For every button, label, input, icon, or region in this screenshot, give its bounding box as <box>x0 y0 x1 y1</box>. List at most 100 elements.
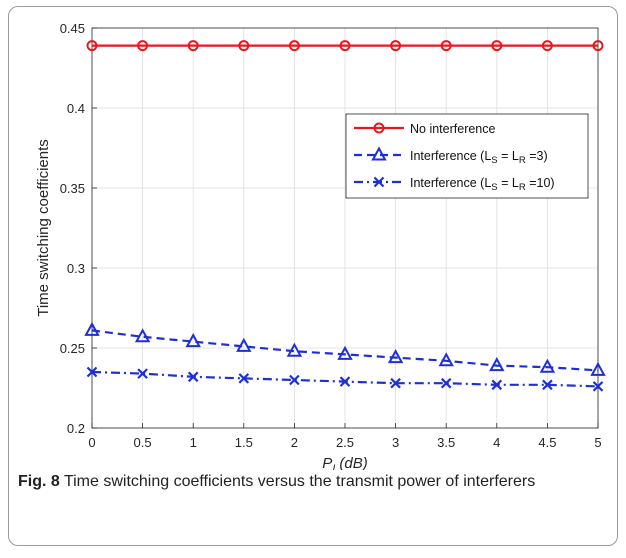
legend-label-subscript: R <box>519 155 526 166</box>
data-point <box>236 337 252 352</box>
x-tick-label: 1.5 <box>235 435 253 450</box>
marker-stroke <box>592 381 604 392</box>
figure-frame <box>8 6 618 546</box>
data-point <box>185 333 201 348</box>
x-tick-label: 4.5 <box>538 435 556 450</box>
data-point <box>489 357 505 372</box>
y-tick-label: 0.25 <box>60 341 85 356</box>
x-tick-label: 3 <box>392 435 399 450</box>
marker-stroke <box>137 368 148 379</box>
series-3 <box>86 366 604 392</box>
data-point <box>137 40 149 52</box>
y-tick-label: 0.4 <box>67 101 85 116</box>
data-point <box>84 321 100 336</box>
legend-label-text: Interference (L <box>410 149 491 163</box>
x-tick-label: 2.5 <box>336 435 354 450</box>
x-tick-label: 0 <box>88 435 95 450</box>
x-axis-label-symbol: P <box>322 455 332 470</box>
y-tick-label: 0.45 <box>60 21 85 36</box>
data-point <box>592 381 604 392</box>
legend-label: Interference (LS = LR =10) <box>410 176 555 193</box>
data-point <box>286 342 303 357</box>
line-chart: 0 0.5 1 1.5 2 2.5 3 3.5 4 4.5 5 0.2 0.25 0.3 0.35 0.4 0.… <box>35 21 606 470</box>
axis-ticks: 0 0.5 1 1.5 2 2.5 3 3.5 4 4.5 5 0.2 0.25 0.3 0.35 0.4 0.… <box>60 21 602 450</box>
legend-marker <box>373 122 385 134</box>
legend-label-subscript: R <box>519 182 526 193</box>
series <box>84 40 606 392</box>
y-tick-label: 0.2 <box>67 421 85 436</box>
data-point <box>438 352 454 367</box>
x-axis-label: PI (dB) <box>322 455 367 470</box>
legend-marker <box>371 146 387 161</box>
legend-label-text: =3) <box>526 149 548 163</box>
x-tick-label: 2 <box>291 435 298 450</box>
series-line <box>91 329 599 372</box>
marker-stroke <box>187 371 199 383</box>
legend-label-subscript: S <box>491 155 497 166</box>
marker-stroke <box>440 377 452 389</box>
x-tick-label: 3.5 <box>437 435 455 450</box>
marker-stroke <box>390 377 401 389</box>
data-point <box>491 379 503 391</box>
legend-label-text: No interference <box>410 122 496 136</box>
data-point <box>339 376 351 387</box>
legend-entry-1: No interference <box>354 122 496 136</box>
legend-entry-3: Interference (LS = LR =10) <box>354 176 555 193</box>
x-tick-label: 5 <box>594 435 601 450</box>
data-point <box>440 40 452 52</box>
data-point <box>541 40 553 52</box>
legend-label-text: = L <box>498 149 519 163</box>
legend-label: No interference <box>410 122 496 136</box>
x-tick-label: 4 <box>493 435 500 450</box>
series-2 <box>84 321 606 376</box>
marker-stroke <box>373 176 385 188</box>
data-point <box>539 358 556 373</box>
legend-label-text: = L <box>498 176 519 190</box>
x-axis-label-unit: (dB) <box>339 455 367 470</box>
y-tick-label: 0.3 <box>67 261 85 276</box>
data-point <box>491 40 503 52</box>
data-point <box>590 361 606 376</box>
data-point <box>288 40 300 52</box>
marker-stroke <box>491 379 503 391</box>
x-tick-label: 1 <box>190 435 197 450</box>
x-tick-label: 0.5 <box>134 435 152 450</box>
data-point <box>86 40 98 52</box>
marker-stroke <box>238 373 250 384</box>
marker-stroke <box>86 366 98 378</box>
x-axis-label-subscript: I <box>332 463 335 470</box>
data-point <box>440 377 452 389</box>
marker-stroke <box>542 379 553 391</box>
legend-entry-2: Interference (LS = LR =3) <box>354 146 548 166</box>
data-point <box>187 371 199 383</box>
grid <box>91 27 599 429</box>
y-tick-label: 0.35 <box>60 181 85 196</box>
data-point <box>86 366 98 378</box>
data-point <box>542 379 553 391</box>
data-point <box>238 40 250 52</box>
legend-label: Interference (LS = LR =3) <box>410 149 548 166</box>
legend-label-text: =10) <box>526 176 555 190</box>
legend-label-text: Interference (L <box>410 176 491 190</box>
data-point <box>337 345 353 360</box>
data-point <box>390 40 402 52</box>
marker-stroke <box>289 374 300 386</box>
series-1 <box>86 40 604 52</box>
data-point <box>339 40 351 52</box>
data-point <box>592 40 604 52</box>
figure-caption-label: Fig. 8 <box>18 473 60 490</box>
data-point <box>134 328 151 343</box>
data-point <box>187 40 199 52</box>
data-point <box>387 349 404 364</box>
data-point <box>137 368 148 379</box>
figure-caption-text: Time switching coefficients versus the t… <box>59 473 536 490</box>
data-point <box>390 377 401 389</box>
data-point <box>238 373 250 384</box>
legend-marker <box>373 176 385 188</box>
marker-stroke <box>339 376 351 387</box>
figure-caption: Fig. 8 Time switching coefficients versu… <box>18 470 598 493</box>
legend-label-subscript: S <box>491 182 497 193</box>
y-axis-label: Time switching coefficients <box>35 139 52 317</box>
data-point <box>289 374 300 386</box>
